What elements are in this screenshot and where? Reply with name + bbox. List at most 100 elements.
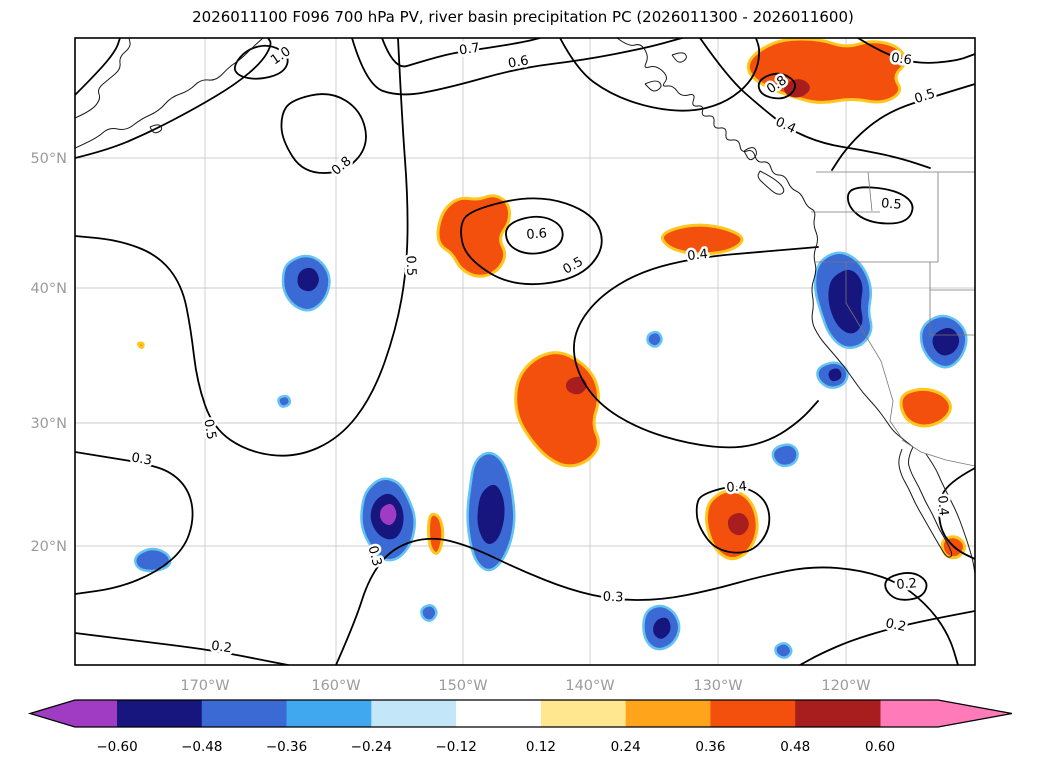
contour-line xyxy=(847,186,914,225)
y-tick-label: 20°N xyxy=(30,539,67,555)
contour-line xyxy=(695,486,771,554)
colorbar-segment xyxy=(540,700,627,727)
x-tick-label: 130°W xyxy=(693,678,742,694)
y-tick-label: 40°N xyxy=(30,281,67,297)
anomaly-core xyxy=(297,267,319,292)
y-tick-label: 30°N xyxy=(30,416,67,432)
coastline-path xyxy=(925,453,975,575)
colorbar-tick-label: −0.12 xyxy=(435,739,476,755)
contour-line xyxy=(699,38,931,169)
anomaly-core xyxy=(828,368,842,382)
coastline-path xyxy=(616,38,914,448)
x-tick-label: 170°W xyxy=(180,678,229,694)
contour-label: 0.4 xyxy=(726,479,748,496)
contour-line xyxy=(884,572,928,601)
positive-anomaly-region xyxy=(136,341,145,349)
colorbar-tick-label: −0.36 xyxy=(266,739,307,755)
contour-line xyxy=(938,467,975,560)
coastline-path xyxy=(743,147,757,161)
contour-label: 0.3 xyxy=(603,590,624,606)
contour-label: 1.0 xyxy=(268,44,294,68)
anomaly-core xyxy=(828,269,863,334)
negative-anomaly-region xyxy=(134,547,172,573)
plot-border xyxy=(74,37,976,666)
contour-label: 0.3 xyxy=(130,450,153,468)
colorbar-segment xyxy=(117,700,203,727)
positive-anomaly-region xyxy=(899,387,952,428)
contour-label: 0.5 xyxy=(403,255,419,276)
colorbar-tick-label: 0.12 xyxy=(526,739,556,755)
contour-labels: 1.00.80.70.60.50.50.30.20.60.5 0.40.80.60… xyxy=(128,38,954,659)
x-tick-label: 120°W xyxy=(821,678,870,694)
contour-label: 0.6 xyxy=(507,53,530,71)
anomaly-core xyxy=(783,79,810,98)
anomaly-core xyxy=(477,484,505,545)
coastline-path xyxy=(149,124,163,134)
y-axis-tick-labels: 50°N 40°N 30°N 20°N xyxy=(30,151,67,555)
anomaly-core xyxy=(653,617,671,639)
chart-title: 2026011100 F096 700 hPa PV, river basin … xyxy=(192,8,854,26)
border-path xyxy=(901,439,975,467)
negative-anomaly-region xyxy=(277,394,292,408)
positive-anomaly-region xyxy=(436,194,512,278)
border-path xyxy=(867,171,873,212)
contour-line xyxy=(757,72,797,100)
contour-label: 0.4 xyxy=(687,247,709,264)
political-borders xyxy=(811,171,975,467)
contour-line xyxy=(280,93,367,174)
coastline-path xyxy=(757,170,785,195)
positive-anomaly-region xyxy=(514,351,600,468)
x-tick-label: 140°W xyxy=(565,678,614,694)
coastline-path xyxy=(644,80,662,92)
negative-anomaly-region xyxy=(646,330,663,348)
positive-anomaly-region xyxy=(661,223,744,256)
contour-line xyxy=(75,632,289,665)
contour-label: 0.6 xyxy=(890,51,913,69)
x-axis-tick-labels: 170°W 160°W 150°W 140°W 130°W 120°W xyxy=(180,678,870,694)
contour-label: 0.4 xyxy=(934,495,951,517)
colorbar-outline xyxy=(27,699,1013,728)
contour-line xyxy=(75,38,121,96)
colorbar-tick-label: −0.48 xyxy=(181,739,222,755)
contour-line xyxy=(559,38,761,112)
colorbar-segment xyxy=(371,700,457,727)
y-tick-label: 50°N xyxy=(30,151,67,167)
contour-label: 0.5 xyxy=(880,196,902,213)
contour-line xyxy=(75,38,409,457)
colorbar-segment xyxy=(795,700,881,727)
negative-anomaly-region xyxy=(420,604,438,622)
contour-label: 0.2 xyxy=(896,576,918,593)
contour-label: 0.2 xyxy=(210,639,233,657)
contour-line xyxy=(505,215,564,255)
colorbar-tick-label: 0.36 xyxy=(695,739,725,755)
contour-label: 0.5 xyxy=(561,254,586,277)
coastline-path xyxy=(898,446,953,558)
colorbar-tick-label: 0.48 xyxy=(780,739,810,755)
contour-line xyxy=(857,38,975,64)
negative-anomaly-region xyxy=(771,443,799,468)
colorbar-over-arrow xyxy=(880,700,1012,727)
contour-line xyxy=(75,38,272,159)
contour-lines xyxy=(75,38,975,665)
colorbar-tick-label: −0.24 xyxy=(351,739,392,755)
colorbar-tick-label: −0.60 xyxy=(96,739,137,755)
colorbar-segment xyxy=(456,700,542,727)
contour-line xyxy=(799,610,975,665)
coastline-path xyxy=(75,38,264,149)
contour-label: 0.5 xyxy=(200,418,218,441)
colorbar-segment xyxy=(201,700,288,727)
x-tick-label: 160°W xyxy=(311,678,360,694)
coastline-path xyxy=(671,52,687,63)
anomaly-core xyxy=(727,513,749,536)
colorbar: −0.60 −0.48 −0.36 −0.24 −0.12 0.12 0.24 0.36 0.4… xyxy=(27,699,1013,755)
anomaly-core xyxy=(566,376,587,395)
contour-label: 0.4 xyxy=(773,115,798,137)
colorbar-under-arrow xyxy=(30,700,117,727)
contour-label: 0.7 xyxy=(458,41,481,59)
contour-line xyxy=(460,197,603,286)
contour-line xyxy=(233,44,289,80)
colorbar-segment xyxy=(286,700,372,727)
anomaly-inner-core xyxy=(380,504,397,525)
